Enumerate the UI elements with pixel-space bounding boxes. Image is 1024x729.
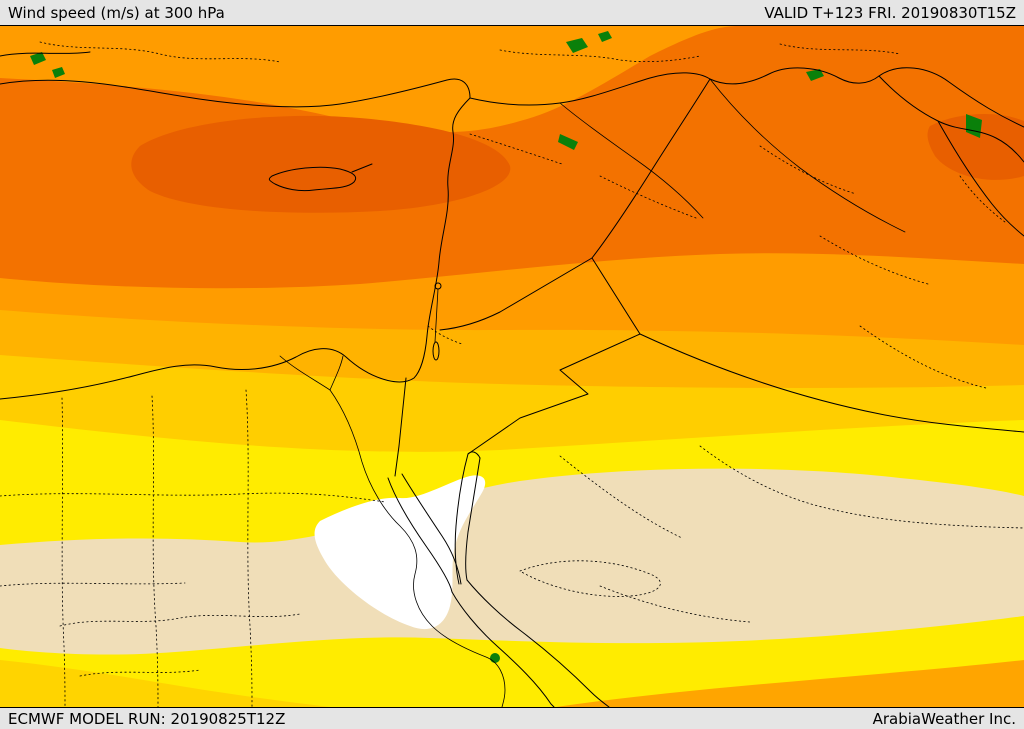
admin-jordan-1 — [427, 325, 463, 345]
footer-bar: ECMWF MODEL RUN: 20190825T12Z ArabiaWeat… — [0, 707, 1024, 729]
coastline-gulf-suez-east — [401, 473, 462, 585]
admin-egypt-4 — [0, 492, 386, 503]
lake-reservoir-east — [806, 69, 824, 81]
admin-saudi-1 — [559, 455, 683, 539]
contour-low-white-red-sea — [314, 475, 486, 630]
coastline-aqaba-head — [467, 451, 481, 459]
river-nile — [329, 389, 506, 707]
admin-egypt-3 — [61, 397, 66, 707]
admin-iraq-1 — [759, 145, 857, 195]
coastline-red-sea-african — [451, 591, 555, 707]
border-iraq-saudi — [639, 333, 1024, 433]
coastline-cyprus — [268, 166, 357, 192]
border-syria-iraq — [591, 78, 711, 259]
river-jordan — [434, 288, 439, 343]
admin-saudi-5 — [519, 560, 661, 597]
contour-band-dark-orange — [0, 26, 1024, 289]
coastline-gulf-suez-west — [387, 477, 453, 593]
admin-egypt-6 — [59, 613, 301, 627]
coastline-gulf-aqaba-west — [454, 453, 469, 585]
valid-time-label: VALID T+123 FRI. 20190830T15Z — [764, 3, 1016, 22]
lake-anatolia-small — [598, 31, 612, 42]
model-run-label: ECMWF MODEL RUN: 20190825T12Z — [8, 709, 286, 728]
coastlines-borders-group — [0, 51, 1024, 707]
admin-syria-1 — [469, 133, 563, 165]
suez-canal — [394, 377, 407, 477]
admin-saudi-4 — [599, 585, 751, 623]
admin-egypt-1 — [151, 395, 159, 707]
coastline-cyprus-panhandle — [351, 163, 373, 173]
border-jordan-iraq — [591, 257, 641, 335]
border-turkey-iran — [878, 75, 1024, 163]
river-nile-delta-east — [329, 355, 344, 391]
admin-iraq-2 — [819, 235, 929, 285]
lake-top-left-1 — [30, 52, 46, 65]
coastline-gulf-aqaba-east — [465, 457, 481, 581]
dead-sea-outline — [432, 341, 440, 361]
border-iraq-iran — [937, 120, 1024, 237]
header-bar: Wind speed (m/s) at 300 hPa VALID T+123 … — [0, 0, 1024, 26]
lake-tuz — [566, 38, 588, 53]
coastline-turkey-south — [0, 78, 471, 108]
admin-turkey-1 — [39, 41, 281, 63]
admin-egypt-5 — [0, 582, 186, 587]
contour-core-darkest-orange — [131, 115, 511, 213]
contour-core-darkest-orange-right — [927, 114, 1024, 180]
admin-egypt-7 — [79, 669, 201, 677]
coastline-levant-egypt — [0, 97, 471, 400]
coastline-red-sea-arabian — [466, 579, 610, 707]
border-syria-jordan — [439, 257, 593, 331]
lake-top-left-2 — [52, 67, 65, 78]
coastline-turkey-west-corner — [0, 51, 91, 57]
admin-saudi-3 — [859, 325, 987, 389]
river-nile-delta-west — [279, 355, 331, 391]
lake-nile-valley — [490, 653, 500, 663]
contour-band-bottom-left-amber — [0, 660, 330, 707]
map-title: Wind speed (m/s) at 300 hPa — [8, 3, 225, 22]
admin-iran-1 — [959, 175, 1006, 223]
river-euphrates — [559, 102, 704, 219]
border-jordan-saudi-zigzag — [467, 333, 641, 455]
river-tigris — [709, 78, 906, 233]
lake-assad — [558, 134, 578, 150]
admin-turkey-2 — [499, 49, 701, 63]
contour-band-beige — [0, 468, 1024, 655]
border-turkey-syria-iraq — [469, 67, 1024, 128]
wind-speed-contour-map — [0, 26, 1024, 707]
admin-boundaries-group — [0, 41, 1024, 707]
brand-label: ArabiaWeather Inc. — [872, 709, 1016, 728]
admin-turkey-3 — [779, 43, 901, 55]
weather-map-area — [0, 26, 1024, 707]
contour-band-bottom-right-orange — [556, 660, 1024, 707]
